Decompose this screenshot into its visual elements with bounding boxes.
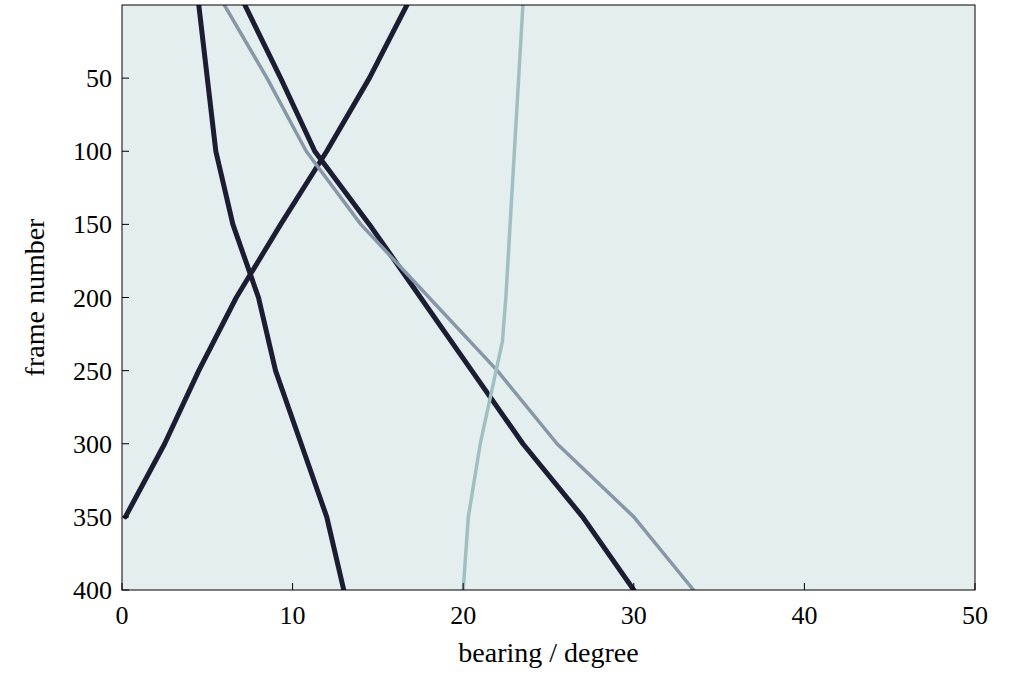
y-tick (122, 443, 129, 444)
x-tick (633, 583, 634, 590)
y-tick (122, 370, 129, 371)
track-line (245, 5, 634, 590)
y-tick-label: 50 (86, 64, 112, 93)
y-tick (122, 516, 129, 517)
y-tick (122, 224, 129, 225)
y-tick-label: 250 (73, 357, 112, 386)
y-tick-label: 300 (73, 430, 112, 459)
y-tick (122, 151, 129, 152)
x-tick (292, 583, 293, 590)
x-tick-label: 40 (791, 601, 817, 630)
x-axis-title: bearing / degree (458, 637, 638, 668)
track-line (224, 5, 693, 590)
y-tick-label: 100 (73, 137, 112, 166)
y-tick (122, 590, 129, 591)
y-axis-title: frame number (19, 218, 50, 376)
x-tick (804, 583, 805, 590)
x-tick-label: 30 (621, 601, 647, 630)
x-tick-label: 0 (116, 601, 129, 630)
y-tick (122, 297, 129, 298)
plot-background (122, 5, 975, 590)
series-group (125, 5, 693, 590)
track-line (199, 5, 344, 590)
y-tick-label: 400 (73, 576, 112, 605)
plot-frame (122, 5, 975, 590)
x-tick (975, 583, 976, 590)
x-tick-label: 20 (450, 601, 476, 630)
y-tick (122, 78, 129, 79)
chart: 0 10 20 30 40 50 50 100 150 200 250 300 350 400 bearin… (0, 0, 1009, 686)
y-tick-label: 200 (73, 284, 112, 313)
x-tick (122, 583, 123, 590)
x-tick (463, 583, 464, 590)
x-tick-label: 10 (280, 601, 306, 630)
track-line (125, 5, 406, 517)
y-tick-label: 350 (73, 503, 112, 532)
track-line (463, 5, 523, 590)
y-tick-label: 150 (73, 210, 112, 239)
x-tick-label: 50 (962, 601, 988, 630)
